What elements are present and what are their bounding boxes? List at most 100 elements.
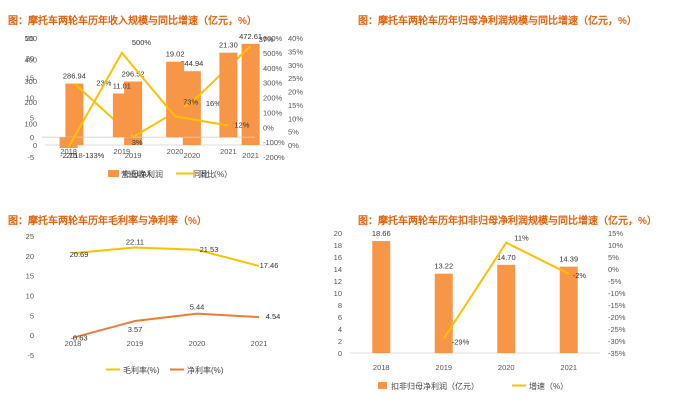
x-tick-label: 2020: [184, 151, 201, 160]
bar: [372, 241, 391, 353]
bar-data-label: 18.66: [372, 229, 391, 238]
bar-data-label: 11.01: [113, 81, 131, 90]
y-tick: 5: [30, 311, 34, 320]
bar-data-label: 296.52: [122, 70, 145, 79]
line-data-label: 500%: [132, 38, 152, 47]
y-tick-right: 15%: [288, 101, 303, 110]
line-data-label: 16%: [206, 99, 221, 108]
y-tick-left: 8: [338, 301, 342, 310]
bar: [59, 137, 78, 149]
y-tick-left: 4: [338, 325, 342, 334]
y-tick-right: 5%: [608, 253, 619, 262]
chart-title: 图：摩托车两轮车历年毛利率与净利率（%）: [8, 216, 207, 227]
y-tick-left: 2: [338, 337, 342, 346]
line-data-label: 20.69: [70, 250, 89, 259]
x-tick-label: 2020: [498, 363, 515, 372]
y-tick-left: 10: [334, 289, 342, 298]
y-tick-right: 10%: [608, 241, 623, 250]
x-tick-label: 2018: [65, 339, 82, 348]
chart-panel-net-profit: 图：摩托车两轮车历年归母净利润规模与同比增速（亿元，%） -5 0 5 10 15 20 2…: [26, 0, 700, 200]
x-tick-label: 2021: [242, 151, 259, 160]
y-tick-right: 200%: [263, 94, 283, 103]
y-tick-left: 14: [334, 265, 342, 274]
y-tick: 10: [26, 292, 34, 301]
y-tick-right: 15%: [608, 229, 623, 238]
y-tick-left: 400: [24, 55, 37, 64]
line-data-label: 12%: [234, 120, 249, 129]
y-tick-right: 500%: [263, 49, 283, 58]
y-tick-right: -30%: [608, 337, 626, 346]
y-tick-left: 25: [26, 34, 34, 43]
y-tick-right: -5%: [608, 277, 622, 286]
legend-swatch-bar: [378, 382, 387, 389]
y-tick-right: -10%: [608, 289, 626, 298]
x-tick-label: 2020: [167, 147, 184, 156]
bar: [434, 273, 453, 353]
line-data-label: -0.63: [70, 334, 87, 343]
x-tick-label: 2018: [60, 147, 77, 156]
line-data-label: 37%: [259, 35, 274, 44]
bar-data-label: 14.70: [497, 253, 516, 262]
chart-margins: -5 0 5 10 15 20 25 2018 2019 2020 2021 20.69 22.11 21…: [26, 232, 281, 375]
y-tick-right: -200%: [263, 153, 285, 162]
x-tick-label: 2021: [220, 147, 237, 156]
y-tick-right: 5%: [288, 128, 299, 137]
x-tick-label: 2019: [114, 147, 131, 156]
chart-panel-deducted-profit: 图：摩托车两轮车历年扣非归母净利润规模与同比增速（亿元，%） 0 2 4 6 8 10 12…: [334, 200, 700, 400]
legend-label: 营业收入: [121, 169, 153, 179]
y-tick-left: 500: [24, 34, 37, 43]
bar-data-label: 472.61: [239, 32, 262, 41]
y-tick-left: 300: [24, 77, 37, 86]
y-tick: 25: [26, 232, 34, 241]
legend-label: 增速（%）: [529, 381, 568, 391]
bar: [241, 43, 260, 145]
line-data-label: -133%: [83, 151, 105, 160]
y-tick-right: 30%: [288, 61, 303, 70]
legend-label: 同比（%）: [193, 169, 232, 179]
y-tick-left: 12: [334, 277, 342, 286]
line-data-label: 3%: [132, 138, 143, 147]
y-tick-left: 0: [33, 141, 37, 150]
chart-panel-margins: 图：摩托车两轮车历年毛利率与净利率（%） -5 0 5 10 15 20 25 2018 201…: [0, 200, 350, 400]
y-tick-right: 100%: [263, 108, 283, 117]
legend-label: 毛利率(%): [123, 365, 160, 375]
chart-panel-revenue: 图：摩托车两轮车历年收入规模与同比增速（亿元，%） 0 100 200 300 400 5…: [0, 0, 350, 200]
y-tick-left: 200: [24, 98, 37, 107]
legend-label: 归母净利润: [123, 169, 163, 179]
y-tick-right: -35%: [608, 349, 626, 358]
line-data-label: 73%: [183, 97, 198, 106]
legend-label: 扣非归母净利润（亿元）: [391, 381, 479, 391]
y-tick-right: 25%: [288, 74, 303, 83]
y-tick-right: 40%: [288, 34, 303, 43]
y-tick: -5: [27, 351, 34, 360]
bar-data-label: 21.30: [219, 41, 238, 50]
y-tick-right: 10%: [288, 114, 303, 123]
bar: [112, 93, 131, 138]
y-tick-right: 0%: [263, 123, 274, 132]
x-tick-label: 2018: [373, 363, 390, 372]
line-data-label: 17.46: [260, 261, 279, 270]
line-data-label: 5.44: [190, 303, 205, 312]
y-tick-left: 10: [26, 94, 34, 103]
line-data-label: 11%: [514, 234, 529, 243]
line-data-label: -2%: [573, 271, 587, 280]
series-line-0: [72, 246, 260, 267]
line-data-label: 3.57: [128, 325, 143, 334]
chart-title: 图：摩托车两轮车历年归母净利润规模与同比增速（亿元，%）: [358, 16, 637, 27]
bar: [166, 61, 185, 138]
legend-swatch-bar: [110, 170, 119, 177]
y-tick-left: 16: [334, 253, 342, 262]
y-tick-left: 15: [26, 74, 34, 83]
y-tick-right: 20%: [288, 88, 303, 97]
x-tick-label: 2019: [127, 339, 144, 348]
y-tick-left: 0: [338, 349, 342, 358]
chart-title: 图：摩托车两轮车历年收入规模与同比增速（亿元，%）: [8, 16, 257, 27]
y-tick: 20: [26, 252, 34, 261]
x-tick-label: 2019: [435, 363, 452, 372]
y-tick-left: 100: [24, 120, 37, 129]
bar: [559, 266, 578, 353]
y-tick-left: 20: [26, 54, 34, 63]
y-tick-left: 20: [334, 229, 342, 238]
y-tick-left: 0: [30, 133, 34, 142]
line-data-label: -29%: [452, 338, 470, 347]
